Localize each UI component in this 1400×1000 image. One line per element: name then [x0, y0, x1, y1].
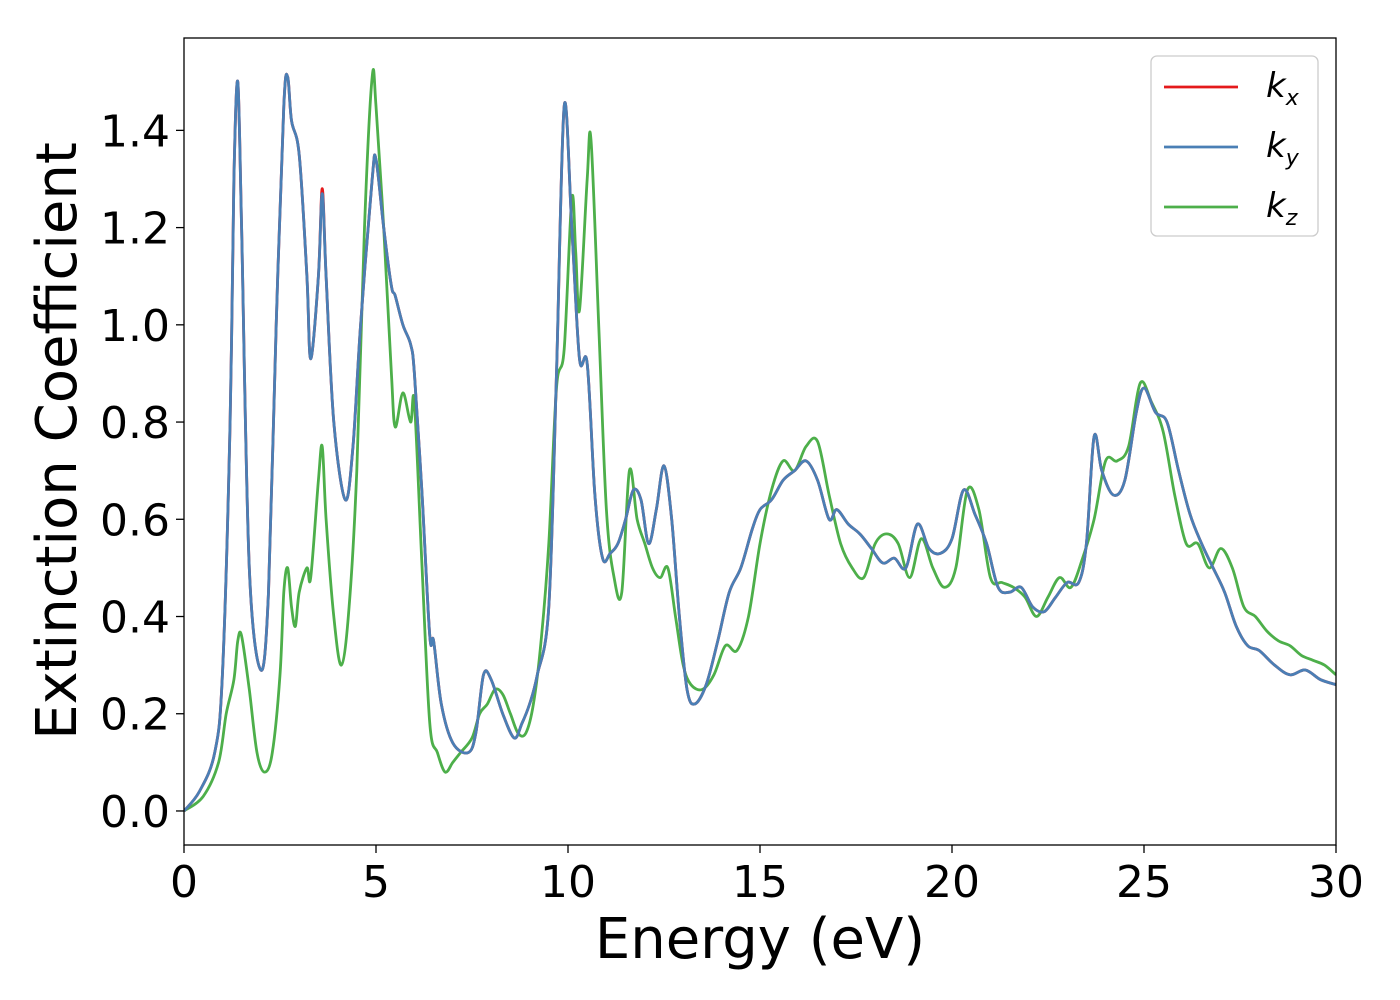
x-axis-ticks: 0 5 10 15 20 25 30	[170, 845, 1364, 908]
x-axis-title: Energy (eV)	[595, 907, 925, 972]
y-tick-label: 0.0	[100, 787, 170, 838]
y-tick-label: 1.4	[100, 106, 170, 157]
x-tick-label: 20	[924, 857, 980, 908]
legend-label-kx: kx	[1266, 66, 1300, 111]
x-tick-label: 0	[170, 857, 198, 908]
legend-label-ky: ky	[1266, 126, 1300, 171]
legend-entries: kx ky kz	[1164, 66, 1300, 231]
x-tick-label: 15	[732, 857, 788, 908]
y-tick-label: 0.8	[100, 398, 170, 449]
series-line-ky	[184, 72, 1336, 812]
y-tick-label: 0.2	[100, 690, 170, 741]
legend: kx ky kz	[1150, 55, 1319, 237]
y-tick-label: 1.0	[100, 301, 170, 352]
x-tick-label: 5	[362, 857, 390, 908]
x-tick-label: 30	[1308, 857, 1364, 908]
y-axis-ticks: 0.0 0.2 0.4 0.6 0.8 1.0 1.2 1.4	[100, 106, 184, 838]
y-tick-label: 0.6	[100, 495, 170, 546]
y-tick-label: 1.2	[100, 204, 170, 255]
series-line-kz	[184, 68, 1336, 813]
x-tick-label: 25	[1116, 857, 1172, 908]
legend-label-kz: kz	[1266, 186, 1298, 231]
x-tick-label: 10	[540, 857, 596, 908]
y-tick-label: 0.4	[100, 593, 170, 644]
y-axis-title: Extinction Coefficient	[25, 142, 90, 740]
plot-lines	[184, 68, 1336, 813]
